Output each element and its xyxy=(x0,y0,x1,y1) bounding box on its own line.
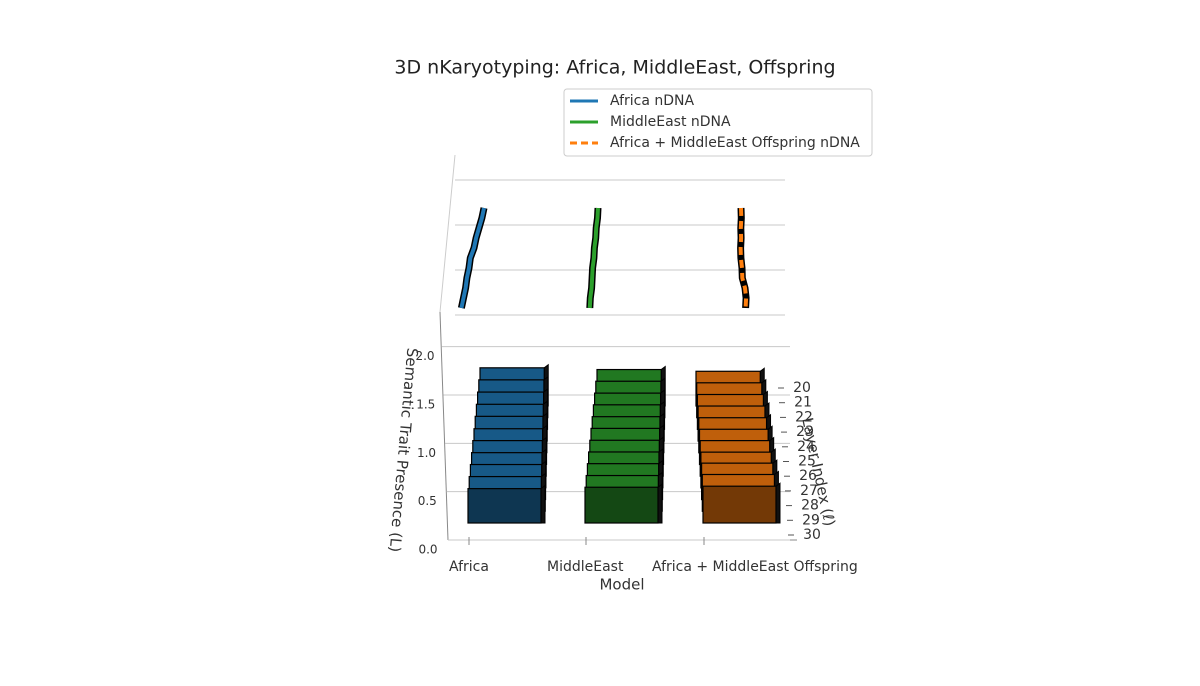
pane-edge xyxy=(439,154,456,313)
y-tick-label: 20 xyxy=(793,380,811,396)
y-tick-label: 28 xyxy=(801,498,819,514)
x-tick-label: Africa + MiddleEast Offspring xyxy=(652,559,858,575)
y-tick-label: 21 xyxy=(794,395,812,411)
bar xyxy=(584,486,659,524)
y-tick-label: 26 xyxy=(799,468,817,484)
x-tick-label: Africa xyxy=(449,559,489,575)
z-tick-label: 1.0 xyxy=(417,446,436,460)
z-tick-label: 0.0 xyxy=(418,543,437,557)
y-tick-label: 24 xyxy=(797,439,815,455)
chart-title: 3D nKaryotyping: Africa, MiddleEast, Off… xyxy=(394,57,835,79)
z-axis-line xyxy=(439,311,449,541)
legend-box xyxy=(563,88,873,157)
y-tick-label: 30 xyxy=(803,527,821,543)
x-axis-label: Model xyxy=(599,576,644,594)
line xyxy=(459,207,486,309)
y-tick-label: 22 xyxy=(795,409,813,425)
z-tick-label: 1.5 xyxy=(416,398,435,412)
x-tick-label: MiddleEast xyxy=(547,559,624,575)
line xyxy=(738,207,749,309)
legend-label: Africa nDNA xyxy=(610,93,695,109)
y-tick-label: 29 xyxy=(802,512,820,528)
legend: Africa nDNA MiddleEast nDNA Africa + Middl… xyxy=(563,88,873,157)
z-tick-label: 2.0 xyxy=(415,349,434,363)
z-tick-label: 0.5 xyxy=(418,494,437,508)
bar xyxy=(702,485,777,524)
legend-label: Africa + MiddleEast Offspring nDNA xyxy=(610,135,860,151)
legend-label: MiddleEast nDNA xyxy=(610,114,731,130)
y-tick-label: 27 xyxy=(800,483,818,499)
bar xyxy=(467,488,542,524)
y-tick-label: 25 xyxy=(798,454,816,470)
line xyxy=(587,207,600,309)
y-tick-label: 23 xyxy=(796,424,814,440)
